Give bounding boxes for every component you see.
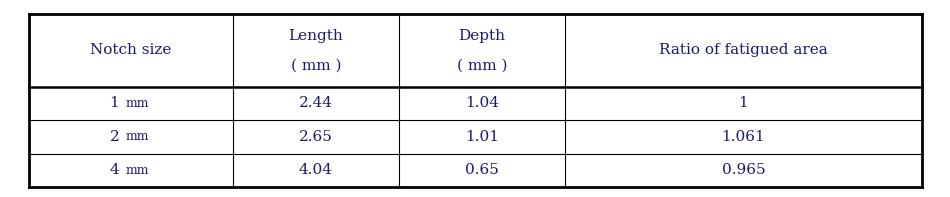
Text: 4: 4 bbox=[109, 163, 120, 177]
Text: ( mm ): ( mm ) bbox=[457, 59, 507, 73]
Text: 0.965: 0.965 bbox=[722, 163, 765, 177]
Text: Ratio of fatigued area: Ratio of fatigued area bbox=[659, 43, 827, 57]
Text: 4.04: 4.04 bbox=[299, 163, 332, 177]
Text: Notch size: Notch size bbox=[90, 43, 171, 57]
Text: 1: 1 bbox=[738, 96, 749, 111]
Text: 1: 1 bbox=[109, 96, 120, 111]
Text: mm: mm bbox=[125, 130, 149, 143]
Text: ( mm ): ( mm ) bbox=[291, 59, 341, 73]
Text: mm: mm bbox=[125, 97, 149, 110]
Text: 2: 2 bbox=[109, 130, 120, 144]
Text: 1.04: 1.04 bbox=[466, 96, 499, 111]
Text: 1.061: 1.061 bbox=[721, 130, 766, 144]
Text: 2.44: 2.44 bbox=[299, 96, 332, 111]
Text: 2.65: 2.65 bbox=[299, 130, 332, 144]
Text: Length: Length bbox=[289, 29, 343, 44]
Text: 1.01: 1.01 bbox=[466, 130, 499, 144]
Text: Depth: Depth bbox=[459, 29, 505, 44]
Text: 0.65: 0.65 bbox=[466, 163, 499, 177]
Text: mm: mm bbox=[125, 164, 149, 177]
